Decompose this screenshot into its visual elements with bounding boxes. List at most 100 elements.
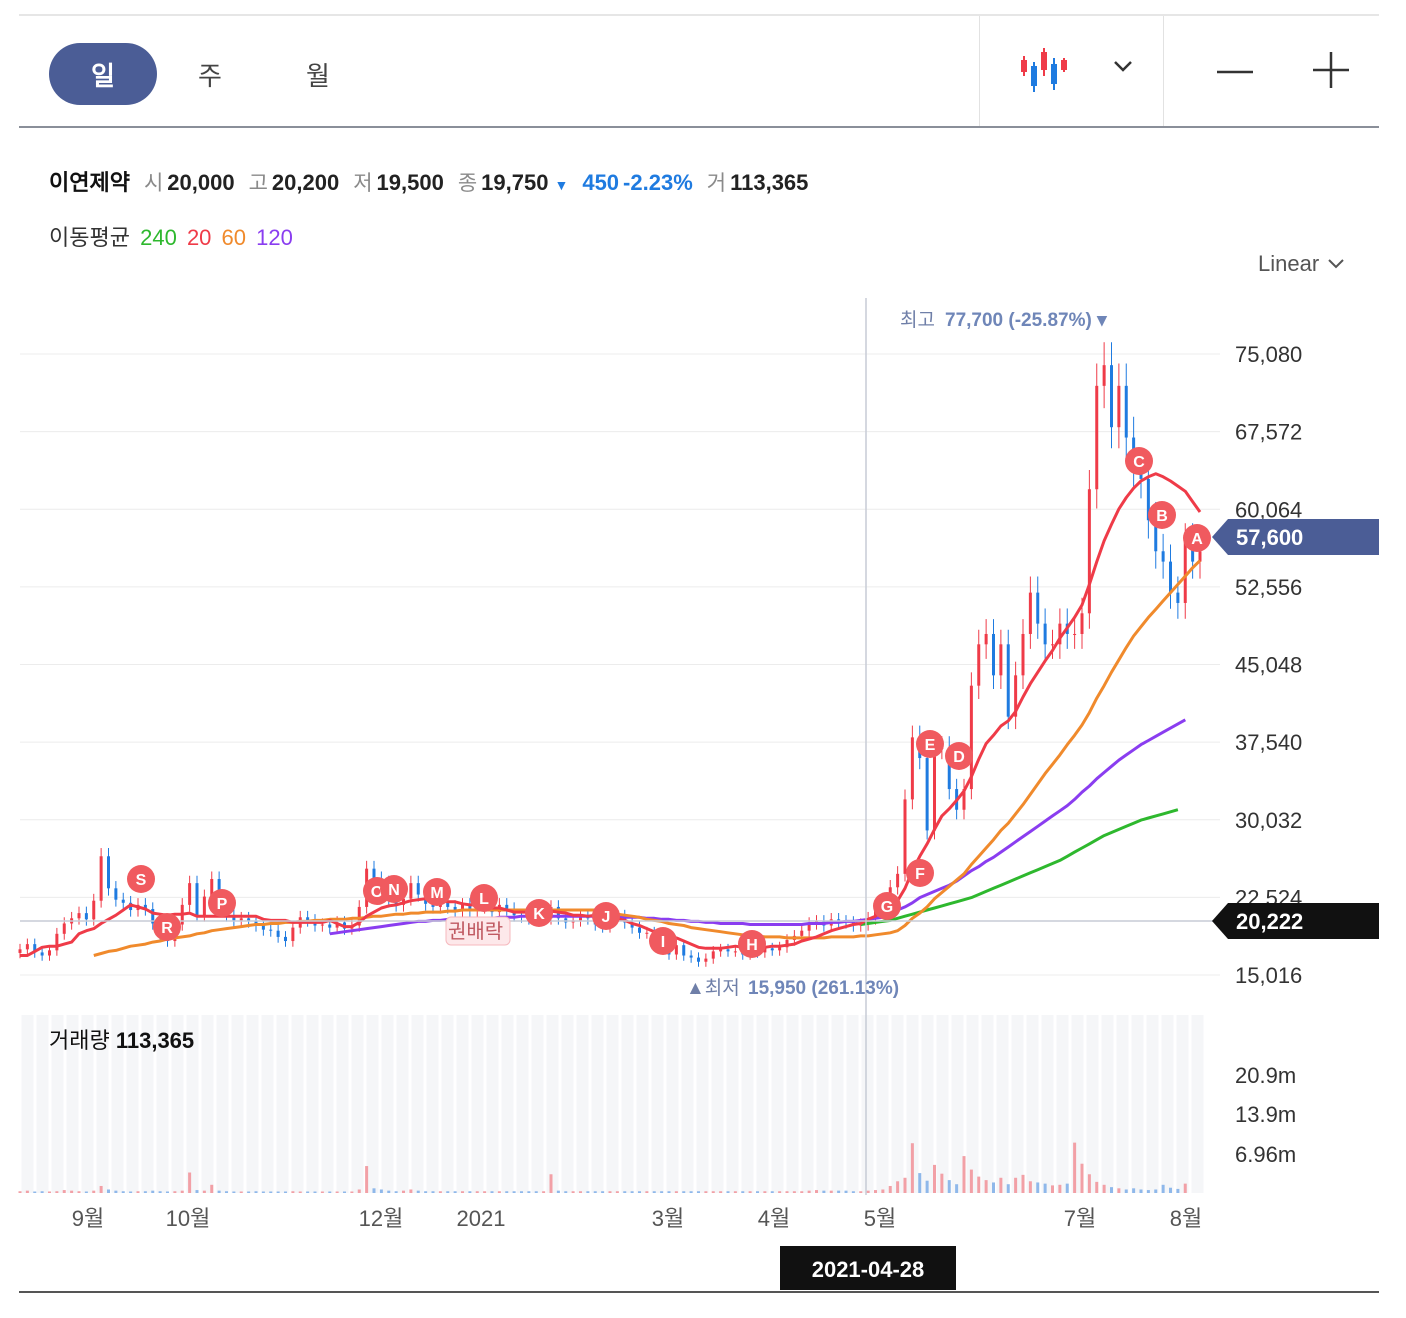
volume-bar bbox=[763, 1191, 767, 1193]
period-month-button[interactable]: 월 bbox=[306, 60, 330, 91]
zoom-in-icon[interactable] bbox=[1311, 50, 1351, 90]
volume-bar bbox=[881, 1189, 885, 1193]
volume-bar bbox=[1146, 1190, 1150, 1193]
zoom-out-icon[interactable] bbox=[1215, 52, 1255, 92]
volume-bar bbox=[180, 1190, 184, 1193]
volume-bar bbox=[350, 1191, 354, 1193]
volume-bar bbox=[497, 1191, 501, 1193]
volume-bar bbox=[195, 1190, 199, 1193]
candle-body bbox=[1014, 675, 1018, 717]
candle-body bbox=[896, 873, 900, 888]
high-label: 고 bbox=[248, 172, 268, 195]
event-marker-label: J bbox=[602, 909, 611, 926]
candle-body bbox=[55, 933, 59, 951]
candle-body bbox=[195, 883, 199, 916]
candle-body bbox=[719, 949, 723, 952]
open-label: 시 bbox=[143, 172, 164, 195]
volume-bar bbox=[1095, 1181, 1099, 1193]
x-tick-label: 2021 bbox=[457, 1206, 506, 1231]
volume-bar bbox=[254, 1191, 258, 1193]
volume-bar bbox=[1169, 1187, 1172, 1193]
volume-bar bbox=[424, 1191, 428, 1193]
volume-bar bbox=[1021, 1174, 1025, 1193]
ma-240-line bbox=[860, 808, 1179, 926]
volume-bar bbox=[490, 1191, 494, 1193]
volume-bar bbox=[416, 1190, 420, 1193]
event-marker-label: M bbox=[430, 885, 443, 902]
volume-bar bbox=[549, 1174, 553, 1193]
y-tick-label: 45,048 bbox=[1235, 653, 1302, 678]
open-value: 20,000 bbox=[167, 170, 235, 195]
candle-body bbox=[704, 958, 708, 962]
ex-rights-badge bbox=[445, 916, 511, 946]
volume-bar bbox=[1154, 1189, 1158, 1193]
candle-body bbox=[143, 904, 147, 909]
volume-bar bbox=[239, 1191, 243, 1193]
ma-20-label: 20 bbox=[186, 225, 212, 250]
period-week-button[interactable]: 주 bbox=[198, 60, 222, 91]
volume-bar bbox=[564, 1191, 568, 1193]
volume-bar bbox=[129, 1191, 133, 1193]
volume-bar bbox=[630, 1191, 634, 1193]
volume-bar bbox=[387, 1190, 391, 1193]
volume-bar bbox=[357, 1189, 361, 1193]
volume-bar bbox=[306, 1191, 310, 1193]
volume-value: 113,365 bbox=[730, 170, 809, 195]
volume-bar bbox=[188, 1172, 192, 1193]
volume-bar bbox=[711, 1191, 715, 1193]
volume-bar bbox=[70, 1190, 74, 1193]
volume-bar bbox=[542, 1191, 546, 1193]
volume-bar bbox=[733, 1191, 737, 1193]
volume-bar bbox=[1080, 1163, 1084, 1193]
candle-body bbox=[1095, 385, 1099, 490]
volume-bar bbox=[918, 1173, 922, 1193]
event-marker-label: L bbox=[479, 891, 489, 908]
ma-240-label: 240 bbox=[140, 225, 177, 250]
event-marker bbox=[380, 875, 408, 903]
ma-60-label: 60 bbox=[221, 225, 247, 250]
candle-body bbox=[1058, 623, 1062, 645]
volume-bar bbox=[77, 1191, 81, 1193]
event-marker-label: R bbox=[161, 920, 173, 937]
down-triangle-icon: ▼ bbox=[554, 177, 569, 193]
volume-bar bbox=[409, 1189, 413, 1193]
candle-body bbox=[276, 930, 280, 937]
candle-body bbox=[689, 955, 693, 958]
candle-body bbox=[733, 951, 737, 953]
period-day-button[interactable]: 일 bbox=[49, 43, 157, 105]
candle-body bbox=[903, 799, 907, 874]
candle-body bbox=[453, 906, 457, 911]
volume-bar bbox=[660, 1191, 664, 1193]
candle-body bbox=[247, 918, 251, 922]
candle-body bbox=[1021, 633, 1025, 676]
candle-body bbox=[726, 949, 730, 952]
volume-bar bbox=[645, 1191, 649, 1193]
scale-type-dropdown[interactable]: Linear bbox=[1258, 251, 1345, 277]
x-tick-label: 3월 bbox=[652, 1206, 684, 1231]
volume-bar bbox=[925, 1180, 929, 1193]
volume-bar bbox=[25, 1190, 29, 1193]
candlestick-type-icon[interactable] bbox=[1019, 46, 1069, 96]
volume-panel-background bbox=[20, 1015, 1204, 1193]
chart-type-dropdown-chevron-icon[interactable] bbox=[1107, 54, 1139, 78]
ex-rights-label: 권배락 bbox=[448, 920, 503, 943]
volume-bar bbox=[107, 1189, 110, 1193]
candle-body bbox=[933, 747, 936, 831]
low-label: 저 bbox=[353, 172, 373, 195]
moving-average-label: 이동평균 bbox=[49, 225, 130, 250]
candle-body bbox=[320, 924, 324, 926]
volume-bar bbox=[284, 1191, 287, 1193]
volume-bar bbox=[343, 1191, 346, 1193]
volume-bar bbox=[520, 1191, 523, 1193]
price-chart[interactable]: 75,080 67,572 60,064 52,556 45,048 37,540 30,0… bbox=[0, 280, 1406, 1290]
y-tick-label: 30,032 bbox=[1235, 808, 1302, 833]
candle-body bbox=[697, 957, 700, 962]
y-tick-label: 37,540 bbox=[1235, 730, 1302, 755]
candle-body bbox=[33, 944, 37, 953]
low-annotation-value: 15,950 (261.13%) bbox=[748, 978, 899, 999]
candle-body bbox=[18, 949, 22, 953]
x-tick-label: 4월 bbox=[758, 1206, 790, 1231]
volume-bar bbox=[947, 1180, 951, 1193]
crosshair-date-tag bbox=[780, 1246, 956, 1290]
crosshair-price-label: 20,222 bbox=[1236, 909, 1303, 934]
